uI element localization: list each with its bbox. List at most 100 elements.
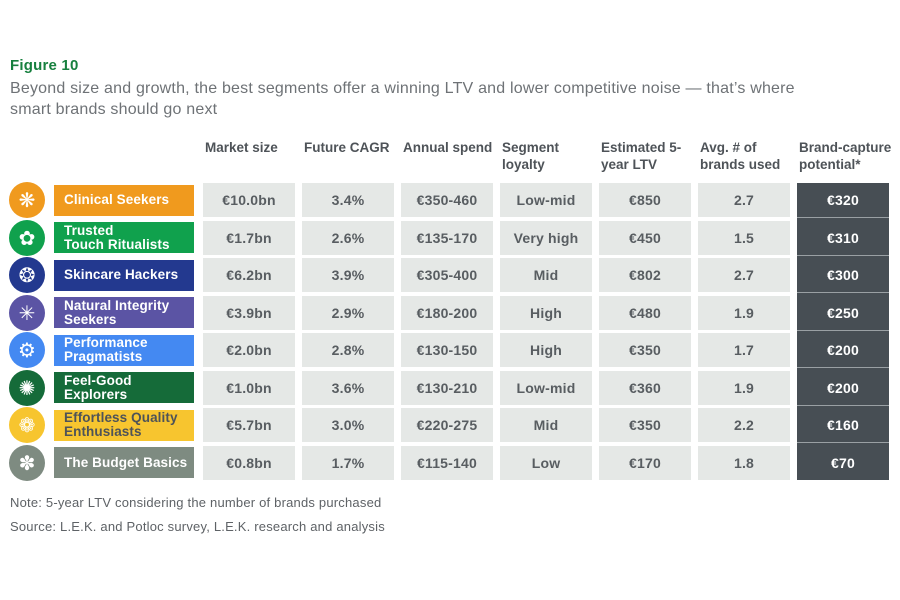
annual-spend-cell: €115-140 <box>401 445 493 480</box>
table-row: ❂ Skincare Hackers €6.2bn 3.9% €305-400 … <box>8 257 889 296</box>
icon-glyph: ✽ <box>18 450 36 475</box>
segment-loyalty-cell: Low-mid <box>500 183 592 217</box>
avg-brands-cell: 1.5 <box>698 220 790 255</box>
gear-flower-icon: ❂ <box>9 257 45 293</box>
column-header-annual-spend: Annual spend <box>403 140 493 155</box>
segment-name-badge: The Budget Basics <box>54 447 194 478</box>
segment-loyalty-cell: High <box>500 333 592 367</box>
segment-name-badge: Feel-Good Explorers <box>54 372 194 403</box>
gear-ring-icon: ✺ <box>9 369 45 406</box>
market-size-cell: €10.0bn <box>203 183 295 217</box>
five-petal-flower-icon: ✽ <box>9 444 45 481</box>
future-cagr-cell: 3.9% <box>302 258 394 292</box>
table-row: ❋ Clinical Seekers €10.0bn 3.4% €350-460… <box>8 182 889 221</box>
future-cagr-cell: 2.6% <box>302 220 394 255</box>
annual-spend-cell: €350-460 <box>401 183 493 217</box>
estimated-ltv-cell: €350 <box>599 333 691 367</box>
estimated-ltv-cell: €170 <box>599 445 691 480</box>
annual-spend-cell: €130-210 <box>401 370 493 405</box>
brand-capture-cell: €70 <box>797 445 889 480</box>
future-cagr-cell: 2.9% <box>302 295 394 330</box>
icon-glyph: ❋ <box>18 188 36 212</box>
table-header-row: Market size Future CAGR Annual spend Seg… <box>8 139 893 173</box>
brand-capture-cell: €200 <box>797 333 889 371</box>
avg-brands-cell: 1.7 <box>698 333 790 367</box>
market-size-cell: €2.0bn <box>203 333 295 367</box>
table-row: ✺ Feel-Good Explorers €1.0bn 3.6% €130-2… <box>8 369 889 408</box>
market-size-cell: €6.2bn <box>203 258 295 292</box>
brand-capture-cell: €160 <box>797 408 889 446</box>
segment-loyalty-cell: Mid <box>500 258 592 292</box>
future-cagr-cell: 3.0% <box>302 408 394 442</box>
market-size-cell: €3.9bn <box>203 295 295 330</box>
footnote-source: Source: L.E.K. and Potloc survey, L.E.K.… <box>10 519 385 534</box>
future-cagr-cell: 3.4% <box>302 183 394 217</box>
future-cagr-cell: 3.6% <box>302 370 394 405</box>
brand-capture-cell: €300 <box>797 258 889 296</box>
market-size-cell: €0.8bn <box>203 445 295 480</box>
segment-loyalty-cell: Very high <box>500 220 592 255</box>
estimated-ltv-cell: €360 <box>599 370 691 405</box>
annual-spend-cell: €130-150 <box>401 333 493 367</box>
brand-capture-cell: €250 <box>797 295 889 333</box>
table-row: ⚙ Performance Pragmatists €2.0bn 2.8% €1… <box>8 332 889 371</box>
avg-brands-cell: 2.2 <box>698 408 790 442</box>
column-header-avg-brands: Avg. # of brands used <box>700 140 781 172</box>
segment-loyalty-cell: Mid <box>500 408 592 442</box>
brand-capture-cell: €200 <box>797 370 889 408</box>
annual-spend-cell: €220-275 <box>401 408 493 442</box>
segment-name-badge: Performance Pragmatists <box>54 334 194 366</box>
figure-label: Figure 10 <box>10 57 79 74</box>
segment-name-badge: Trusted Touch Ritualists <box>54 222 194 253</box>
icon-glyph: ✿ <box>18 225 36 250</box>
market-size-cell: €1.7bn <box>203 220 295 255</box>
avg-brands-cell: 2.7 <box>698 183 790 217</box>
spoke-flower-icon: ✳ <box>9 294 45 331</box>
clover-flower-icon: ✿ <box>9 219 45 256</box>
table-row: ✿ Trusted Touch Ritualists €1.7bn 2.6% €… <box>8 219 889 258</box>
segment-loyalty-cell: Low <box>500 445 592 480</box>
market-size-cell: €5.7bn <box>203 408 295 442</box>
column-header-brand-capture: Brand-capture potential* <box>799 140 892 172</box>
column-header-market-size: Market size <box>205 140 278 155</box>
estimated-ltv-cell: €850 <box>599 183 691 217</box>
icon-glyph: ❂ <box>18 263 36 287</box>
segment-name-badge: Natural Integrity Seekers <box>54 297 194 328</box>
icon-glyph: ⚙ <box>18 338 36 362</box>
future-cagr-cell: 1.7% <box>302 445 394 480</box>
avg-brands-cell: 1.9 <box>698 370 790 405</box>
column-header-estimated-ltv: Estimated 5-year LTV <box>601 140 682 172</box>
column-header-segment-loyalty: Segment loyalty <box>502 140 560 172</box>
table-body: ❋ Clinical Seekers €10.0bn 3.4% €350-460… <box>8 182 889 483</box>
annual-spend-cell: €180-200 <box>401 295 493 330</box>
segment-loyalty-cell: Low-mid <box>500 370 592 405</box>
estimated-ltv-cell: €350 <box>599 408 691 442</box>
avg-brands-cell: 1.9 <box>698 295 790 330</box>
daisy-burst-icon: ❋ <box>9 182 45 218</box>
avg-brands-cell: 1.8 <box>698 445 790 480</box>
segment-name-badge: Clinical Seekers <box>54 184 194 216</box>
table-row: ✽ The Budget Basics €0.8bn 1.7% €115-140… <box>8 444 889 481</box>
icon-glyph: ❁ <box>18 413 36 437</box>
avg-brands-cell: 2.7 <box>698 258 790 292</box>
estimated-ltv-cell: €802 <box>599 258 691 292</box>
column-header-future-cagr: Future CAGR <box>304 140 390 155</box>
segment-loyalty-cell: High <box>500 295 592 330</box>
future-cagr-cell: 2.8% <box>302 333 394 367</box>
segment-name-badge: Skincare Hackers <box>54 259 194 291</box>
annual-spend-cell: €305-400 <box>401 258 493 292</box>
market-size-cell: €1.0bn <box>203 370 295 405</box>
brand-capture-cell: €310 <box>797 220 889 258</box>
gear-icon: ⚙ <box>9 332 45 368</box>
icon-glyph: ✺ <box>18 375 36 400</box>
segment-name-badge: Effortless Quality Enthusiasts <box>54 409 194 441</box>
table-row: ✳ Natural Integrity Seekers €3.9bn 2.9% … <box>8 294 889 333</box>
annual-spend-cell: €135-170 <box>401 220 493 255</box>
petal-flower-icon: ❁ <box>9 407 45 443</box>
footnote-note: Note: 5-year LTV considering the number … <box>10 495 382 510</box>
icon-glyph: ✳ <box>18 300 36 325</box>
estimated-ltv-cell: €480 <box>599 295 691 330</box>
figure-title: Beyond size and growth, the best segment… <box>10 80 795 118</box>
table-row: ❁ Effortless Quality Enthusiasts €5.7bn … <box>8 407 889 446</box>
